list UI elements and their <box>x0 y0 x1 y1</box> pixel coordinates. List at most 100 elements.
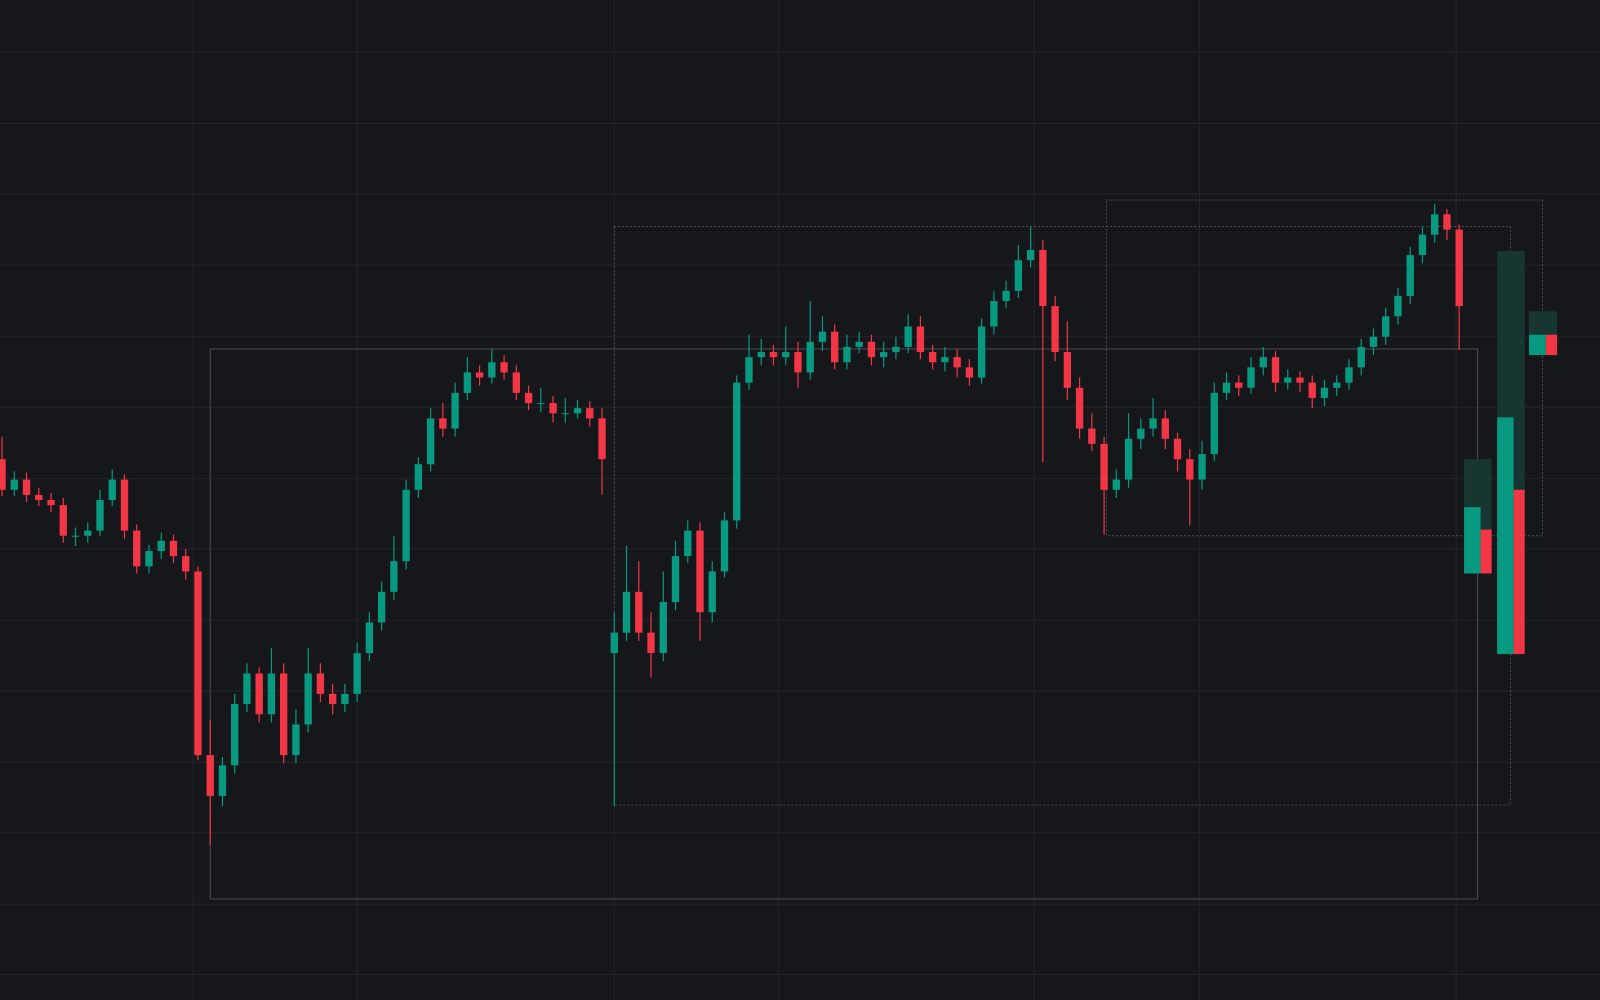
candle-body <box>84 530 92 536</box>
candle-body <box>426 418 435 465</box>
candle-body <box>953 357 961 368</box>
candle-body <box>1100 443 1108 490</box>
candle-body <box>169 540 178 557</box>
candle-body <box>1455 229 1463 307</box>
candle-body <box>1112 479 1121 490</box>
candle-body <box>231 704 239 766</box>
candle-body <box>1026 250 1035 261</box>
candle-body <box>500 362 508 373</box>
candle-body <box>1063 352 1072 388</box>
candle-body <box>586 408 594 419</box>
candle-body <box>1137 428 1145 439</box>
candle-body <box>1308 382 1316 398</box>
candle-body <box>904 326 912 347</box>
candle-body <box>610 632 618 654</box>
candle-body <box>120 479 129 531</box>
candle-body <box>292 724 300 756</box>
candle-body <box>1002 290 1010 302</box>
candle-body <box>769 352 778 358</box>
candle-body <box>635 591 643 633</box>
candle-body <box>59 505 67 536</box>
candle-body <box>622 591 631 633</box>
candle-body <box>745 357 753 383</box>
candle-body <box>377 591 386 623</box>
candle-body <box>1051 306 1059 353</box>
candle-body <box>157 540 165 552</box>
profile-down <box>1513 489 1525 655</box>
candle-body <box>47 500 55 506</box>
candle-body <box>782 352 790 358</box>
candle-body <box>304 673 312 725</box>
candle-body <box>647 632 655 654</box>
candle-body <box>1222 382 1231 393</box>
candle-body <box>206 755 214 796</box>
candle-body <box>194 571 202 756</box>
candle-body <box>720 520 729 572</box>
candle-body <box>22 479 31 495</box>
candle-body <box>463 372 472 393</box>
candle-body <box>1247 367 1255 388</box>
candle-body <box>990 301 998 327</box>
candle-body <box>916 326 925 353</box>
candle-body <box>549 403 557 414</box>
candle-body <box>1161 418 1169 439</box>
candle-body <box>855 341 863 347</box>
candle-body <box>806 341 814 373</box>
candle-body <box>561 413 569 415</box>
candle-body <box>867 341 876 358</box>
profile-down <box>1480 529 1492 574</box>
candle-body <box>794 352 802 373</box>
candle-body <box>71 535 80 537</box>
candle-body <box>402 489 410 562</box>
candle-body <box>1296 377 1304 383</box>
candle-body <box>1418 234 1427 256</box>
candle-body <box>182 556 190 572</box>
candle-body <box>1075 387 1084 429</box>
candle-body <box>390 561 398 592</box>
candle-body <box>1394 295 1402 317</box>
candle-body <box>818 331 827 342</box>
candle-body <box>659 602 667 654</box>
candle-body <box>708 571 716 613</box>
candle-body <box>537 403 545 405</box>
candle-body <box>1198 454 1206 480</box>
candle-body <box>145 551 153 567</box>
candle-body <box>524 392 533 404</box>
candle-body <box>928 352 937 363</box>
candle-body <box>1149 418 1157 429</box>
candle-body <box>1124 438 1133 480</box>
candle-body <box>671 556 680 603</box>
candle-body <box>1382 316 1390 337</box>
profile-up <box>1497 417 1514 655</box>
candle-body <box>965 367 974 378</box>
candle-body <box>1186 459 1194 480</box>
candle-body <box>880 352 888 358</box>
candle-body <box>1369 336 1378 347</box>
candle-body <box>977 326 986 378</box>
candle-body <box>941 357 949 363</box>
candle-body <box>1014 260 1023 291</box>
candle-body <box>96 500 104 531</box>
candle-body <box>1320 387 1329 398</box>
candle-body <box>280 673 288 756</box>
candle-body <box>341 693 349 705</box>
candle-body <box>475 372 484 378</box>
candle-body <box>0 459 6 490</box>
candle-body <box>831 331 839 363</box>
candle-body <box>133 530 141 567</box>
candle-body <box>365 622 374 654</box>
candle-body <box>1345 367 1353 383</box>
candle-body <box>1431 214 1439 235</box>
candle-body <box>1088 428 1096 444</box>
candle-body <box>10 479 18 490</box>
candle-body <box>1357 346 1365 368</box>
candle-body <box>684 530 692 557</box>
range-box <box>1106 199 1543 537</box>
candle-body <box>218 765 227 796</box>
candle-body <box>1284 377 1292 383</box>
candle-body <box>1406 255 1414 296</box>
candle-body <box>439 418 447 429</box>
candle-body <box>267 673 276 715</box>
